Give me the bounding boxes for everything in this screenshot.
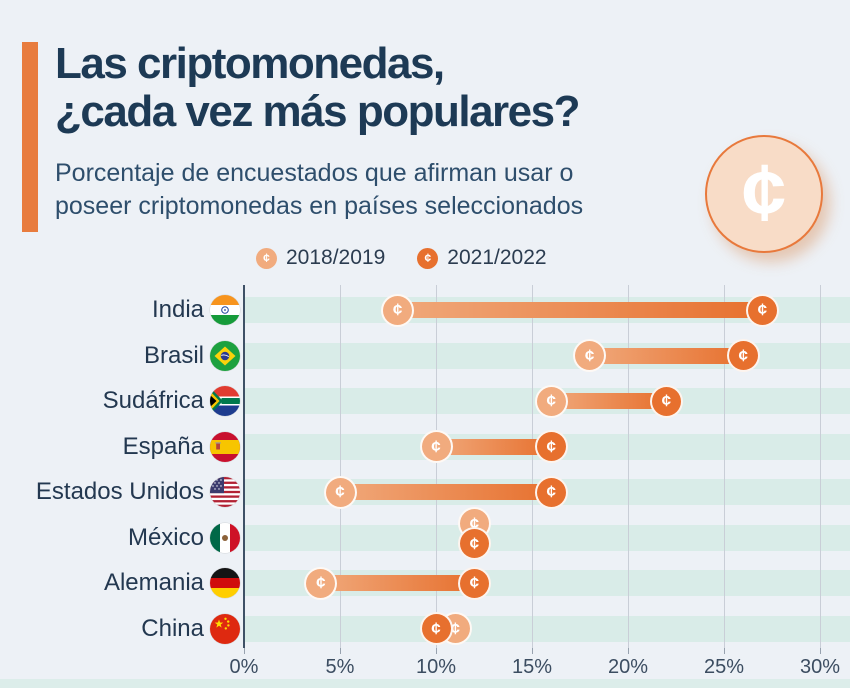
legend-label: 2021/2022	[447, 246, 547, 269]
x-tick-label: 10%	[415, 656, 457, 678]
subtitle: Porcentaje de encuestados que afirman us…	[55, 157, 705, 223]
dot-2018-2019: ¢	[534, 384, 568, 418]
flag-brasil-icon	[210, 340, 240, 371]
bottom-strip	[0, 679, 850, 688]
connector-bar	[397, 302, 763, 318]
gridline	[723, 285, 725, 648]
legend-item-2018-2019: ¢ 2018/2019	[256, 246, 385, 270]
legend: ¢ 2018/2019 ¢ 2021/2022	[256, 246, 547, 270]
dot-2021-2022: ¢	[534, 475, 568, 509]
row-band	[244, 615, 850, 642]
x-axis-tick	[435, 648, 437, 654]
legend-label: 2018/2019	[286, 246, 386, 269]
country-label: Sudáfrica	[102, 387, 204, 414]
legend-coin-icon: ¢	[256, 247, 277, 269]
gridline	[339, 285, 341, 648]
flag-estados-unidos-icon	[210, 477, 240, 507]
gridline	[243, 285, 245, 648]
dot-2018-2019: ¢	[573, 339, 607, 372]
subtitle-line-1: Porcentaje de encuestados que afirman us…	[55, 159, 574, 187]
connector-bar	[340, 484, 552, 500]
x-axis-tick	[531, 648, 533, 654]
row-band	[244, 524, 850, 551]
connector-bar	[320, 575, 475, 591]
dot-2021-2022: ¢	[745, 293, 779, 327]
x-axis-tick	[339, 648, 341, 654]
dot-2018-2019: ¢	[304, 566, 338, 600]
x-axis-tick	[723, 648, 725, 654]
legend-item-2021-2022: ¢ 2021/2022	[417, 246, 547, 270]
flag-alemania-icon	[210, 568, 240, 598]
title-line-2: ¿cada vez más populares?	[55, 87, 581, 136]
dot-2021-2022: ¢	[457, 527, 491, 560]
svg-text:¢: ¢	[742, 148, 787, 237]
country-label: México	[127, 523, 204, 551]
connector-bar	[436, 438, 552, 455]
x-axis-tick	[627, 648, 629, 654]
country-label: Alemania	[103, 569, 204, 596]
gridline	[819, 285, 821, 648]
flag-sudafrica-icon	[210, 386, 240, 416]
flag-china-icon	[210, 613, 240, 644]
x-tick-label: 30%	[799, 656, 841, 678]
page-title: Las criptomonedas, ¿cada vez más popular…	[55, 40, 715, 136]
dot-2021-2022: ¢	[726, 339, 760, 372]
dot-2021-2022: ¢	[419, 612, 453, 645]
x-tick-label: 15%	[511, 656, 553, 678]
dot-2018-2019: ¢	[323, 475, 357, 509]
title-line-1: Las criptomonedas,	[55, 39, 445, 88]
dot-2021-2022: ¢	[457, 566, 491, 600]
legend-coin-icon: ¢	[417, 247, 439, 269]
flag-mexico-icon	[210, 522, 240, 553]
dot-2018-2019: ¢	[381, 293, 415, 327]
x-axis-tick	[819, 648, 821, 654]
x-tick-label: 5%	[325, 656, 355, 678]
connector-bar	[551, 393, 667, 409]
x-tick-label: 20%	[607, 656, 649, 678]
country-label: España	[122, 432, 204, 460]
country-label: Brasil	[143, 341, 204, 369]
country-label: China	[141, 614, 204, 642]
gridline	[435, 285, 437, 648]
country-label: Estados Unidos	[35, 478, 204, 505]
dot-2021-2022: ¢	[534, 430, 568, 463]
gridline	[627, 285, 629, 648]
cent-coin-icon: ¢	[705, 135, 823, 253]
country-label: India	[151, 296, 204, 323]
subtitle-line-2: poseer criptomonedas en países seleccion…	[55, 192, 584, 220]
dot-2018-2019: ¢	[419, 430, 453, 463]
connector-bar	[589, 347, 744, 364]
x-axis-tick	[243, 648, 245, 654]
dot-2021-2022: ¢	[649, 384, 683, 418]
flag-espana-icon	[210, 431, 240, 462]
accent-bar	[22, 42, 38, 232]
x-tick-label: 25%	[703, 656, 745, 678]
gridline	[531, 285, 533, 648]
x-tick-label: 0%	[229, 656, 259, 678]
flag-india-icon	[210, 295, 240, 325]
